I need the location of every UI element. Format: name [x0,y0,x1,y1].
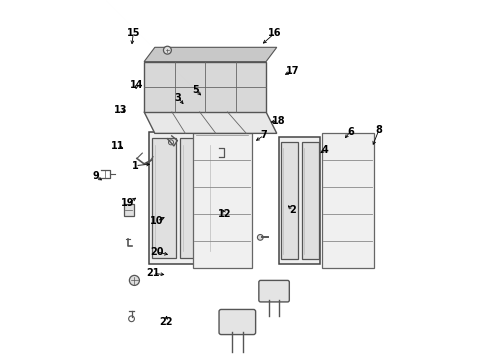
Polygon shape [144,62,265,112]
Circle shape [163,46,171,54]
Polygon shape [144,112,276,134]
Text: 19: 19 [121,198,134,208]
Circle shape [257,234,263,240]
Text: 22: 22 [159,317,172,327]
Polygon shape [207,138,230,258]
Text: 10: 10 [150,216,163,226]
Text: 3: 3 [174,93,181,103]
Text: 16: 16 [268,28,281,38]
Text: 15: 15 [126,28,140,38]
Text: 21: 21 [146,268,160,278]
Circle shape [129,275,139,285]
Polygon shape [280,142,297,259]
FancyBboxPatch shape [258,280,289,302]
Polygon shape [278,137,319,264]
Text: 11: 11 [110,141,123,151]
Text: 12: 12 [218,209,231,219]
Text: 17: 17 [285,66,299,76]
Text: 9: 9 [92,171,99,181]
Text: 2: 2 [289,206,296,216]
Text: 14: 14 [130,80,143,90]
Polygon shape [180,138,203,258]
Text: 6: 6 [346,127,353,136]
Text: 1: 1 [131,161,138,171]
Polygon shape [144,47,276,62]
Polygon shape [301,142,318,259]
Polygon shape [192,134,251,268]
Text: 18: 18 [271,116,285,126]
Bar [123,204,133,216]
Text: 7: 7 [260,130,267,140]
Polygon shape [149,132,237,264]
Polygon shape [152,138,175,258]
Text: 5: 5 [192,85,199,95]
Text: 20: 20 [150,247,163,257]
Text: 13: 13 [114,105,127,115]
Polygon shape [321,134,373,268]
Text: 4: 4 [321,144,328,154]
Text: 8: 8 [375,125,382,135]
FancyBboxPatch shape [219,310,255,334]
